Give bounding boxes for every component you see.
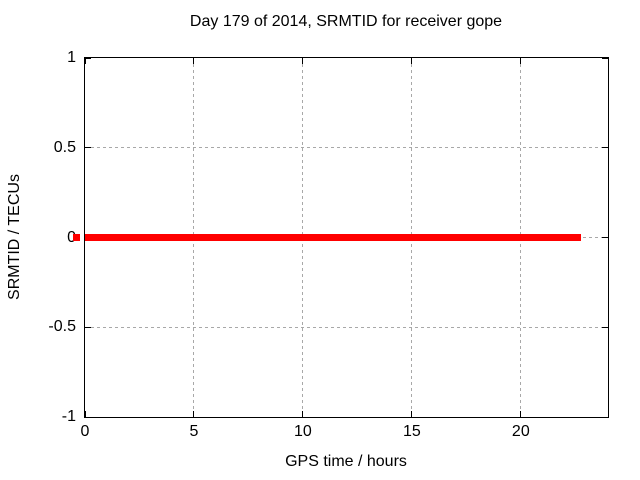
y-tick-mark xyxy=(602,416,608,418)
y-tick-label: -0.5 xyxy=(48,318,76,336)
y-axis-label: SRMTID / TECUs xyxy=(6,174,23,300)
y-tick-mark xyxy=(602,237,608,238)
gridline-horizontal xyxy=(85,326,608,328)
y-tick-mark xyxy=(85,147,91,149)
x-tick-label: 20 xyxy=(511,423,530,440)
chart-title: Day 179 of 2014, SRMTID for receiver gop… xyxy=(189,13,503,30)
x-tick-mark xyxy=(411,411,413,417)
x-tick-mark xyxy=(84,58,86,64)
y-tick-mark xyxy=(85,326,91,328)
y-tick-mark xyxy=(85,57,91,59)
y-tick-label: 0 xyxy=(67,228,76,246)
y-tick-mark xyxy=(85,416,91,418)
x-tick-mark xyxy=(193,58,195,64)
x-tick-mark xyxy=(520,411,522,417)
x-tick-label: 10 xyxy=(294,423,312,440)
x-axis-label: GPS time / hours xyxy=(285,453,407,470)
series-edge-dash xyxy=(73,234,80,241)
x-tick-mark xyxy=(302,58,304,64)
gridline-horizontal xyxy=(85,147,608,149)
y-tick-label: 1 xyxy=(67,49,76,66)
y-tick-mark xyxy=(602,57,608,59)
x-tick-mark xyxy=(520,58,522,64)
x-tick-mark xyxy=(84,411,86,417)
y-tick-mark xyxy=(602,147,608,149)
series-line-srmtid xyxy=(85,234,582,241)
x-tick-mark xyxy=(411,58,413,64)
y-tick-label: 0.5 xyxy=(53,138,76,156)
x-tick-mark xyxy=(302,411,304,417)
x-tick-mark xyxy=(193,411,195,417)
x-tick-label: 15 xyxy=(402,423,421,440)
y-tick-label: -1 xyxy=(61,408,76,425)
plot-area: 0 5 10 15 20 -1 -0.5 0 0.5 1 xyxy=(48,49,609,440)
y-tick-mark xyxy=(602,326,608,328)
x-tick-label: 5 xyxy=(189,423,199,440)
x-tick-label: 0 xyxy=(80,423,90,440)
